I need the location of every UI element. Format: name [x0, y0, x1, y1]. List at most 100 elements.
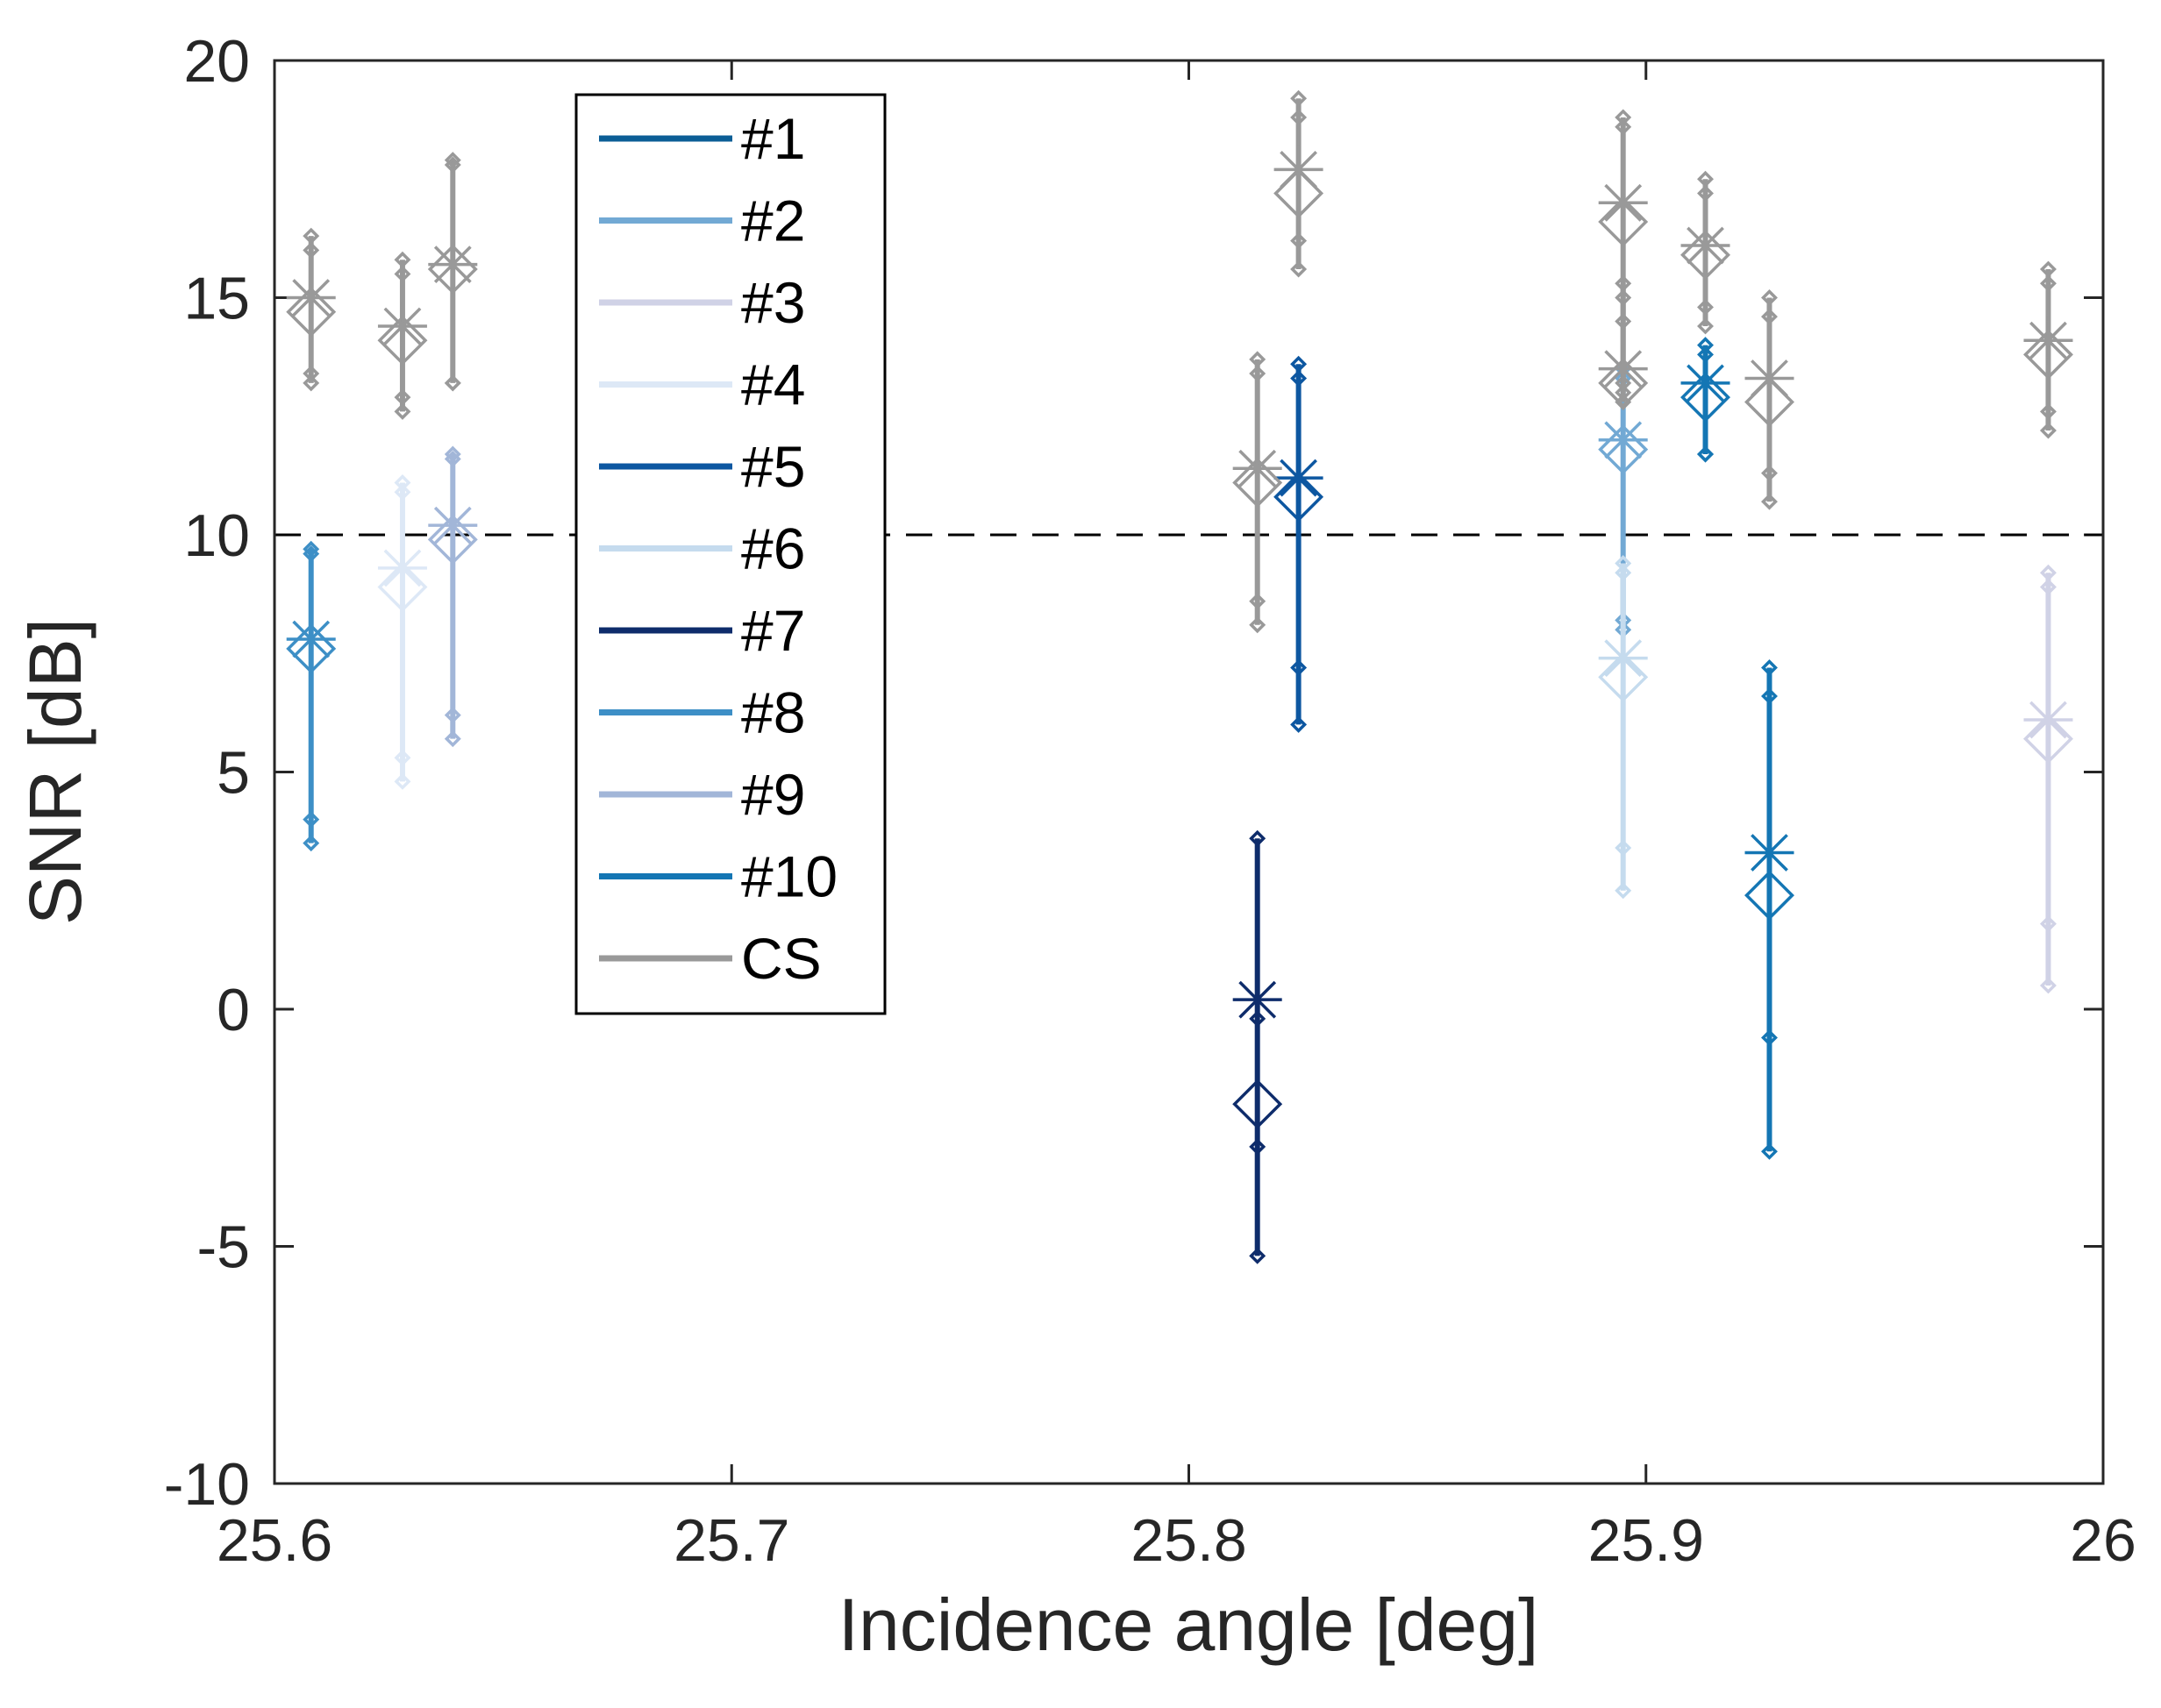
errorbar-cs — [377, 251, 428, 420]
mean-marker — [2023, 316, 2073, 366]
min-marker — [1290, 715, 1308, 733]
mean-marker — [1744, 828, 1794, 878]
y-axis-tick-labels: -10 -5 0 5 10 15 20 — [164, 28, 250, 1518]
min-marker — [1761, 1142, 1778, 1160]
legend-label: #8 — [741, 680, 805, 745]
x-tick-label: 25.8 — [1130, 1507, 1246, 1574]
plot-series — [286, 89, 2073, 1264]
x-axis-tick-labels: 25.6 25.7 25.8 25.9 26 — [217, 1507, 2136, 1574]
max-marker — [2039, 260, 2057, 278]
x-axis-label: Incidence angle [deg] — [838, 1583, 1539, 1666]
errorbar-n5 — [1273, 355, 1324, 733]
p90-marker — [1697, 185, 1714, 202]
mean-marker — [286, 273, 336, 323]
median-marker — [1273, 472, 1324, 523]
median-marker — [1598, 424, 1649, 475]
errorbar-cs — [427, 152, 478, 392]
max-marker — [303, 227, 320, 245]
min-marker — [1290, 260, 1308, 278]
median-marker — [1598, 196, 1649, 247]
median-marker — [1680, 372, 1730, 423]
median-marker — [1232, 1078, 1283, 1129]
p90-marker — [2039, 579, 2057, 595]
min-marker — [2039, 977, 2057, 994]
legend-entries: #1 #2 #3 #4 #5 #6 #7 #8 #9 #10 CS — [599, 106, 838, 991]
max-marker — [444, 445, 461, 463]
y-axis-label: SNR [dB] — [14, 618, 96, 925]
errorbar-n6 — [1598, 554, 1649, 900]
median-marker — [1232, 458, 1283, 508]
min-marker — [1249, 616, 1266, 634]
max-marker — [1761, 289, 1778, 306]
p10-marker — [1697, 298, 1714, 316]
max-marker — [1761, 659, 1778, 676]
median-marker — [377, 562, 428, 612]
legend-label: #2 — [741, 189, 805, 253]
p10-marker — [444, 374, 461, 392]
y-tick-label: -10 — [164, 1451, 250, 1518]
p90-marker — [303, 241, 320, 259]
max-marker — [1249, 351, 1266, 368]
min-marker — [394, 402, 411, 420]
mean-marker — [1598, 633, 1648, 683]
max-marker — [1290, 355, 1308, 373]
errorbar-n10 — [1680, 337, 1730, 463]
median-marker — [1680, 230, 1730, 281]
max-marker — [303, 540, 320, 558]
p10-marker — [303, 811, 320, 829]
p90-marker — [394, 265, 411, 282]
mean-marker — [1232, 975, 1282, 1025]
errorbar-n7 — [1232, 829, 1283, 1264]
legend-label: #9 — [741, 762, 805, 827]
max-marker — [1615, 554, 1632, 572]
min-marker — [1697, 317, 1714, 335]
legend-label: CS — [741, 926, 822, 991]
median-marker — [427, 514, 478, 565]
mean-marker — [1680, 220, 1730, 270]
p10-marker — [1761, 465, 1778, 482]
mean-marker — [1598, 178, 1648, 228]
x-tick-label: 26 — [2070, 1507, 2136, 1574]
p90-marker — [1761, 308, 1778, 325]
errorbar-n3 — [2022, 564, 2073, 994]
p90-marker — [394, 483, 411, 501]
mean-marker — [377, 301, 427, 351]
errorbar-n8 — [286, 540, 337, 852]
p10-marker — [1290, 659, 1308, 676]
p10-marker — [2039, 915, 2057, 933]
mean-marker — [286, 615, 336, 665]
min-marker — [394, 772, 411, 790]
mean-marker — [428, 501, 478, 551]
min-marker — [1615, 882, 1632, 900]
median-marker — [2022, 714, 2073, 765]
legend-label: #5 — [741, 434, 805, 499]
errorbar-cs — [1680, 170, 1730, 335]
p90-marker — [1290, 109, 1308, 126]
max-marker — [394, 251, 411, 268]
max-marker — [1290, 89, 1308, 107]
median-marker — [1744, 870, 1794, 921]
mean-marker — [1680, 358, 1730, 408]
x-tick-label: 25.6 — [217, 1507, 332, 1574]
errorbar-cs — [286, 227, 337, 392]
errorbar-cs — [1598, 274, 1649, 410]
max-marker — [444, 152, 461, 169]
p10-marker — [1761, 1028, 1778, 1046]
mean-marker — [428, 239, 478, 289]
errorbar-n10 — [1744, 659, 1794, 1160]
mean-marker — [377, 543, 427, 593]
x-tick-label: 25.9 — [1588, 1507, 1704, 1574]
p10-marker — [2039, 402, 2057, 420]
max-marker — [394, 474, 411, 491]
errorbar-cs — [2022, 260, 2073, 439]
y-tick-label: -5 — [197, 1214, 250, 1281]
x-tick-label: 25.7 — [674, 1507, 789, 1574]
median-marker — [286, 287, 337, 338]
legend-label: #4 — [741, 352, 805, 417]
median-marker — [1598, 651, 1649, 702]
p10-marker — [1249, 593, 1266, 610]
median-marker — [427, 244, 478, 295]
legend-label: #10 — [741, 844, 838, 909]
